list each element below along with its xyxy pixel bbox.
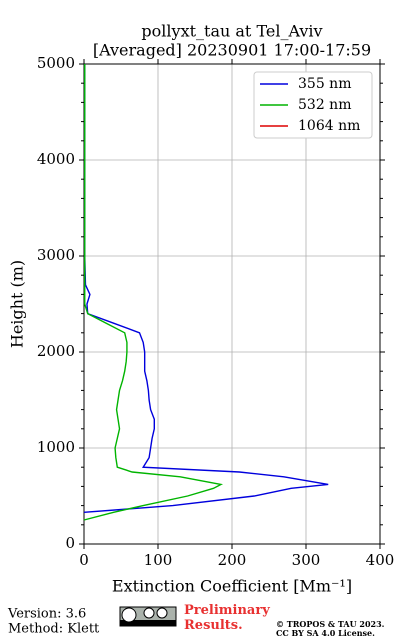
legend-label: 532 nm — [298, 97, 351, 113]
chart-title: pollyxt_tau at Tel_Aviv — [141, 22, 322, 41]
x-tick-label: 300 — [292, 551, 321, 569]
license: CC BY SA 4.0 License. — [276, 628, 375, 638]
copyright: © TROPOS & TAU 2023. — [276, 619, 385, 629]
y-tick-label: 4000 — [37, 150, 75, 168]
series-line — [83, 64, 329, 514]
x-tick-label: 100 — [144, 551, 173, 569]
y-tick-label: 5000 — [37, 54, 75, 72]
legend-box — [253, 71, 373, 139]
y-tick-label: 3000 — [37, 246, 75, 264]
series-line — [83, 64, 224, 521]
x-axis-label: Extinction Coefficient [Mm⁻¹] — [112, 577, 352, 596]
legend-label: 1064 nm — [298, 118, 360, 134]
status-line1: Preliminary Results. — [184, 603, 270, 633]
method: Method: Klett — [8, 622, 100, 637]
y-tick-label: 1000 — [37, 438, 75, 456]
version: Version: 3.6 — [7, 607, 86, 622]
plot-frame — [83, 63, 381, 545]
chart-subtitle: [Averaged] 20230901 17:00-17:59 — [93, 41, 371, 60]
y-axis-label: Height (m) — [8, 260, 27, 348]
x-tick-label: 200 — [218, 551, 247, 569]
cc-logo — [119, 606, 177, 627]
legend-label: 355 nm — [298, 76, 351, 92]
y-tick-label: 0 — [65, 534, 75, 552]
x-tick-label: 400 — [366, 551, 395, 569]
x-tick-label: 0 — [79, 551, 89, 569]
y-tick-label: 2000 — [37, 342, 75, 360]
